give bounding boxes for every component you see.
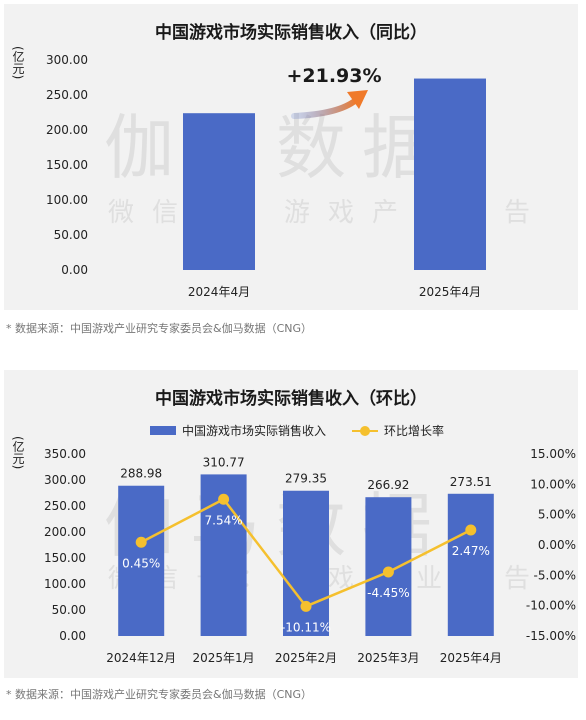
bar-2 [283, 490, 329, 636]
y-tick-label: 150.00 [46, 158, 88, 172]
chart-title: 中国游戏市场实际销售收入（环比） [155, 389, 427, 409]
bar-1 [414, 78, 486, 270]
y2-tick-label: 0.00% [538, 538, 576, 552]
y2-tick-label: 5.00% [538, 508, 576, 522]
y-tick-label: 250.00 [44, 499, 86, 513]
x-tick-label: 2025年1月 [193, 651, 255, 665]
growth-annotation: +21.93% [286, 65, 381, 87]
y-tick-label: 50.00 [54, 228, 88, 242]
source-footnote: * 数据来源：中国游戏产业研究专家委员会&伽马数据（CNG） [6, 322, 313, 335]
bar-0 [183, 113, 255, 270]
legend-swatch-bar [150, 426, 176, 435]
x-tick-label: 2024年12月 [106, 651, 176, 665]
yoy-bar-chart: 0.00 50.00 100.00 150.00 200.00 250.00 300.00 2… [46, 53, 486, 299]
x-tick-label: 2025年2月 [275, 651, 337, 665]
bar-value-label: 288.98 [120, 467, 162, 481]
y-tick-label: 150.00 [44, 551, 86, 565]
y2-tick-label: -15.00% [526, 629, 576, 643]
legend-swatch-line [352, 425, 378, 436]
growth-arrow [291, 97, 359, 119]
y-tick-label: 100.00 [44, 577, 86, 591]
bar-value-label: 279.35 [285, 472, 327, 486]
growth-rate-label: -4.45% [367, 586, 409, 600]
y-tick-label: 200.00 [46, 123, 88, 137]
y-axis-unit-label: (亿元) [11, 436, 25, 470]
growth-rate-label: 0.45% [122, 556, 160, 570]
growth-arrow-head [347, 90, 368, 109]
y-tick-label: 300.00 [44, 473, 86, 487]
legend-label-revenue: 中国游戏市场实际销售收入 [182, 424, 327, 438]
legend-label-growth: 环比增长率 [384, 424, 445, 438]
growth-rate-label: 7.54% [205, 513, 243, 527]
bar-value-label: 266.92 [367, 478, 409, 492]
growth-rate-point-0 [135, 536, 147, 548]
x-tick-label: 2025年4月 [419, 285, 481, 299]
yoy-chart-panel: 中国游戏市场实际销售收入（同比） (亿元) 伽马数据 微信号：游戏产业报告 0.… [4, 4, 578, 310]
chart-title: 中国游戏市场实际销售收入（同比） [155, 23, 427, 43]
y2-tick-label: -5.00% [534, 568, 576, 582]
bar-4 [447, 493, 494, 636]
bar-0 [118, 485, 165, 636]
growth-rate-point-1 [218, 493, 230, 505]
bar-value-label: 273.51 [450, 475, 492, 489]
bar-value-label: 310.77 [203, 455, 245, 469]
y-tick-label: 50.00 [52, 603, 86, 617]
y-tick-label: 300.00 [46, 53, 88, 67]
growth-rate-point-2 [300, 600, 312, 612]
mom-chart-panel: 中国游戏市场实际销售收入（环比） 中国游戏市场实际销售收入 环比增长率 (亿元)… [4, 370, 578, 678]
x-tick-label: 2025年4月 [440, 651, 502, 665]
y-tick-label: 0.00 [61, 263, 88, 277]
y-tick-label: 200.00 [44, 525, 86, 539]
y-tick-label: 100.00 [46, 193, 88, 207]
x-tick-label: 2025年3月 [357, 651, 419, 665]
growth-rate-label: 2.47% [452, 544, 490, 558]
y-axis-unit-label: (亿元) [11, 46, 25, 80]
y2-tick-label: 10.00% [530, 477, 576, 491]
growth-rate-label: -10.11% [281, 620, 331, 634]
x-tick-label: 2024年4月 [188, 285, 250, 299]
y-tick-label: 350.00 [44, 447, 86, 461]
y2-tick-label: -10.00% [526, 599, 576, 613]
y-tick-label: 0.00 [59, 629, 86, 643]
y-tick-label: 250.00 [46, 88, 88, 102]
source-footnote: * 数据来源：中国游戏产业研究专家委员会&伽马数据（CNG） [6, 688, 313, 701]
mom-combo-chart: 0.00 50.00 100.00 150.00 200.00 250.00 300.00 3… [44, 447, 576, 665]
legend-item-growth: 环比增长率 [352, 422, 444, 439]
growth-rate-point-3 [382, 566, 394, 578]
y2-tick-label: 15.00% [530, 447, 576, 461]
growth-rate-point-4 [465, 524, 477, 536]
legend-item-revenue: 中国游戏市场实际销售收入 [150, 422, 326, 439]
